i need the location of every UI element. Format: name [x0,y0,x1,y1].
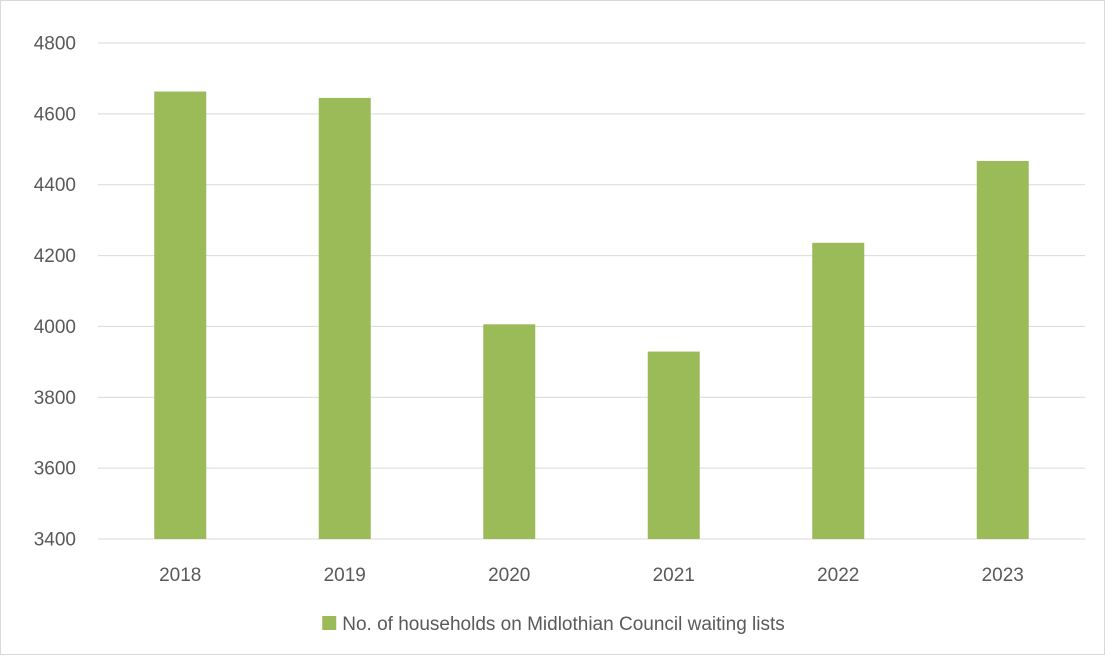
y-tick-label: 4400 [34,175,76,196]
y-tick-label: 3400 [34,530,76,551]
bar-2020 [483,324,536,539]
legend-label: No. of households on Midlothian Council … [342,614,785,635]
y-tick-label: 3800 [34,388,76,409]
gridlines [98,42,1085,540]
bars [154,91,1029,540]
y-tick-label: 3600 [34,459,76,480]
bar-2018 [154,91,207,539]
bar-2019 [318,97,371,540]
legend: No. of households on Midlothian Council … [322,614,785,635]
x-tick-label: 2020 [488,565,530,586]
bar-2022 [812,242,865,539]
x-tick-label: 2021 [653,565,695,586]
legend-swatch [322,616,337,630]
x-tick-label: 2022 [817,565,859,586]
y-axis: 3400 3600 3800 4000 4200 4400 4600 4800 [34,34,76,551]
y-tick-label: 4600 [34,104,76,125]
x-tick-label: 2018 [159,565,201,586]
y-tick-label: 4800 [34,34,76,55]
bar-2021 [647,351,700,539]
y-tick-label: 4200 [34,246,76,267]
x-tick-label: 2023 [982,565,1024,586]
y-tick-label: 4000 [34,317,76,338]
bar-2023 [976,160,1029,539]
x-tick-label: 2019 [324,565,366,586]
x-axis: 2018 2019 2020 2021 2022 2023 [159,565,1024,586]
